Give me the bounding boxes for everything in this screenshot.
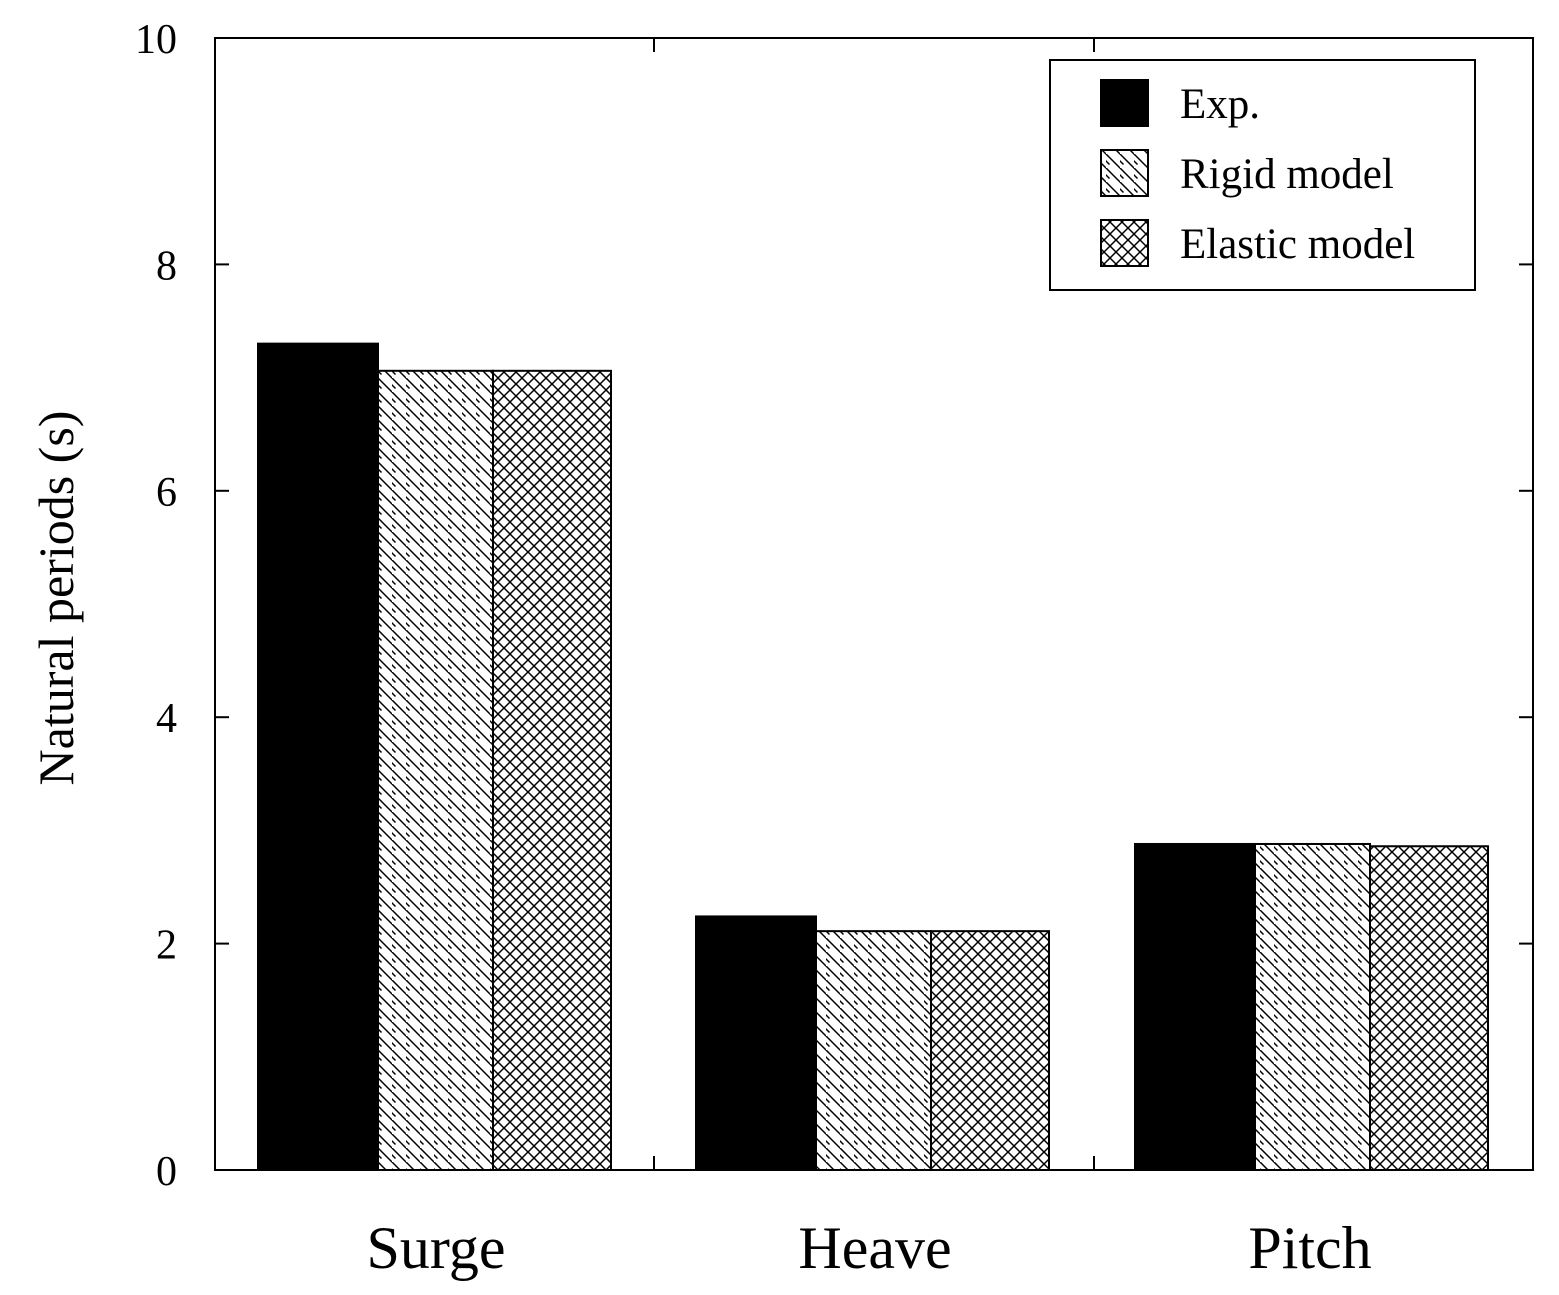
bar-heave-exp: [695, 915, 817, 1171]
plot-frame: [214, 37, 1534, 1171]
legend-label-rigid-model: Rigid model: [1180, 151, 1394, 198]
bar-heave-elastic-model: [930, 930, 1050, 1172]
bar-pitch-exp: [1134, 842, 1256, 1171]
legend-swatch-rigid-model: [1100, 149, 1149, 197]
legend-swatch-exp: [1100, 79, 1149, 127]
axis-ticks: [215, 38, 1533, 1170]
y-axis-tick-labels: 0 2 4 6 8 10: [135, 17, 177, 1195]
category-label-heave: Heave: [798, 1215, 951, 1281]
legend-label-elastic-model: Elastic model: [1180, 221, 1415, 268]
legend: Exp. Rigid model Elastic model: [1049, 59, 1476, 291]
bar-pitch-elastic-model: [1369, 845, 1489, 1171]
y-tick-label-0: 0: [156, 1149, 177, 1195]
legend-label-exp: Exp.: [1180, 81, 1260, 128]
bars-group: [257, 342, 1489, 1172]
y-tick-label-10: 10: [135, 17, 177, 63]
legend-swatch-elastic-model: [1100, 219, 1149, 267]
x-axis-category-labels: Surge Heave Pitch: [367, 1215, 1372, 1281]
bar-pitch-rigid-model: [1254, 842, 1371, 1171]
y-tick-label-8: 8: [156, 243, 177, 289]
bar-surge-exp: [257, 342, 379, 1171]
y-axis-label: Natural periods (s): [28, 411, 84, 786]
y-tick-label-2: 2: [156, 923, 177, 969]
bar-surge-elastic-model: [492, 369, 612, 1172]
category-label-pitch: Pitch: [1248, 1215, 1371, 1281]
bar-surge-rigid-model: [377, 369, 494, 1172]
y-tick-label-4: 4: [156, 696, 177, 742]
bar-heave-rigid-model: [815, 930, 932, 1172]
category-label-surge: Surge: [367, 1215, 506, 1281]
y-tick-label-6: 6: [156, 470, 177, 516]
